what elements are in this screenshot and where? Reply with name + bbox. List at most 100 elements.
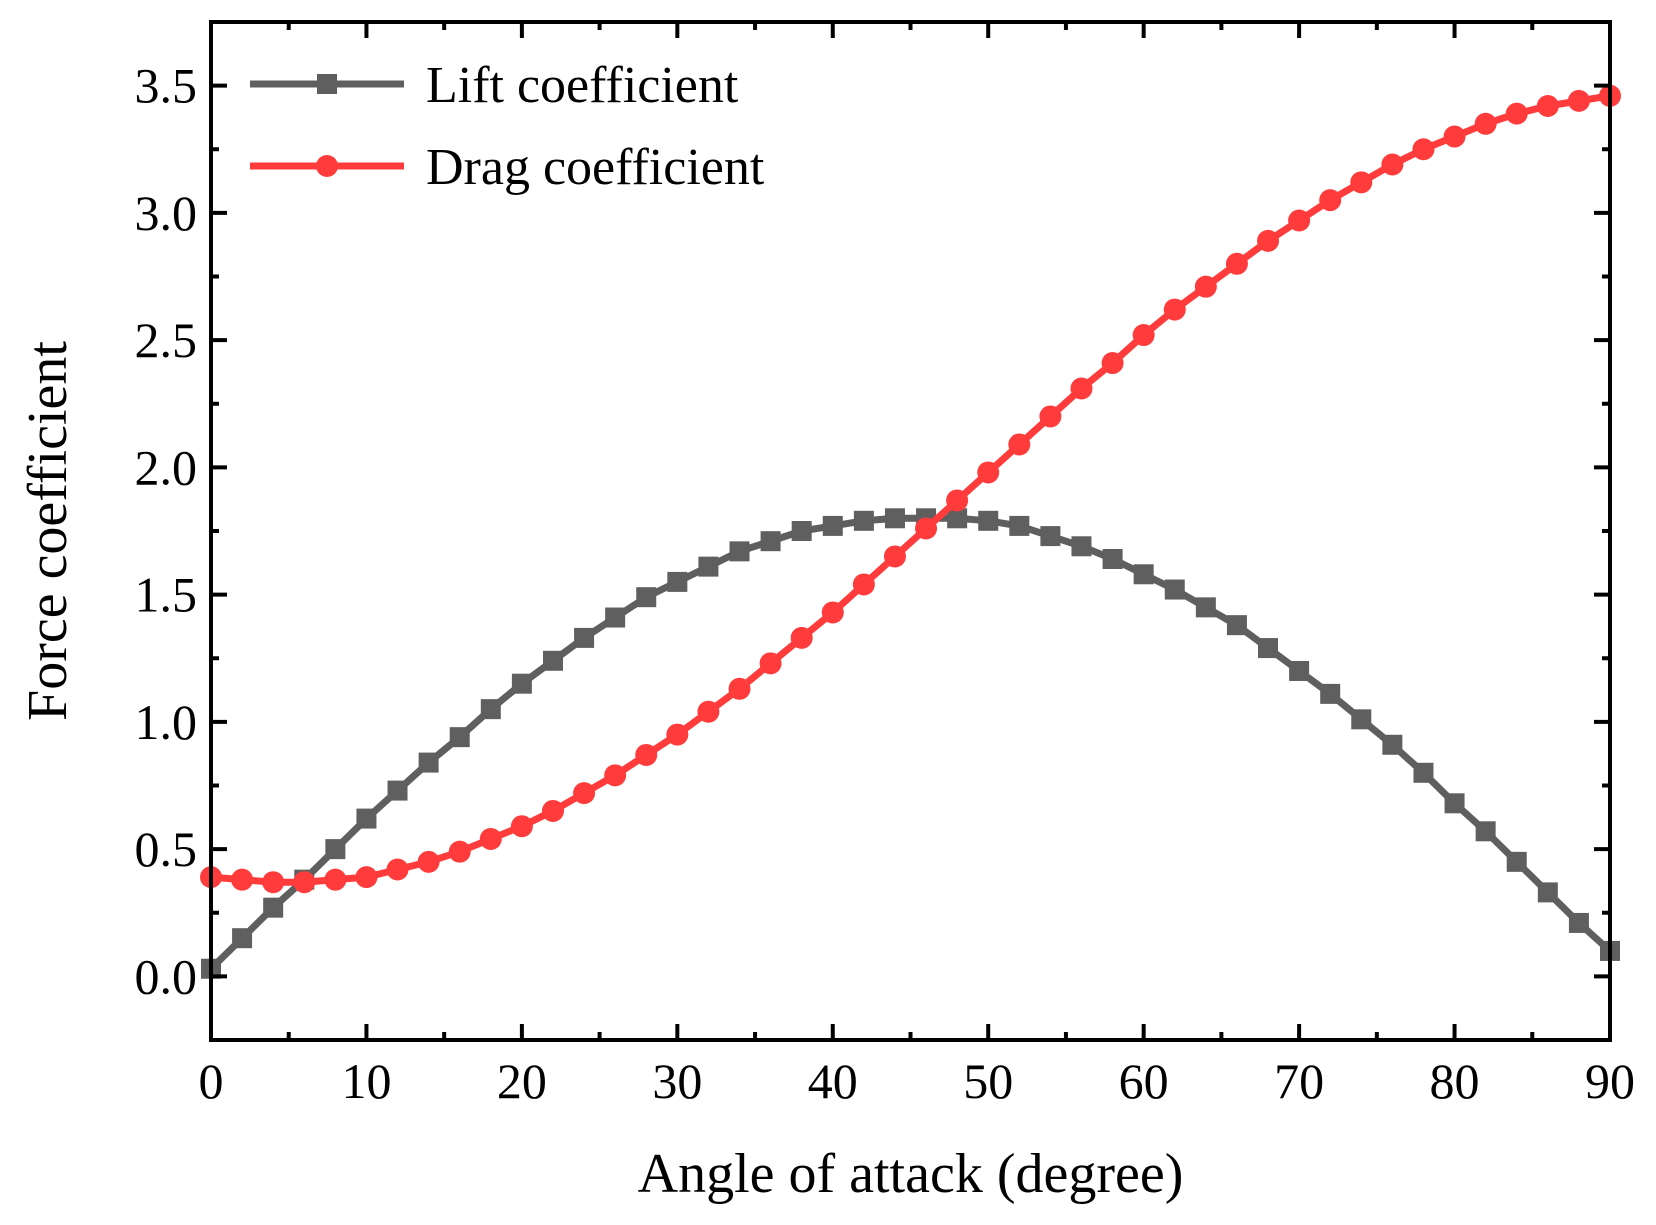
data-point bbox=[1443, 125, 1466, 148]
x-tick-label: 0 bbox=[199, 1053, 224, 1109]
data-point bbox=[263, 897, 284, 918]
data-point bbox=[417, 850, 440, 873]
data-point bbox=[542, 650, 563, 671]
data-point bbox=[1163, 298, 1186, 321]
data-point bbox=[635, 743, 658, 766]
ticks-layer: 0 10 20 30 40 50 60 70 80 90 0.0 0.5 1.0 1.5 2.0 2.5 3.0… bbox=[135, 22, 1635, 1109]
legend-entry-drag: Drag coefficient bbox=[250, 139, 765, 196]
data-point bbox=[1536, 94, 1559, 117]
x-tick-label: 10 bbox=[341, 1053, 391, 1109]
data-point bbox=[1039, 405, 1062, 428]
data-point bbox=[1413, 762, 1434, 783]
y-tick-label: 1.0 bbox=[135, 694, 198, 750]
data-point bbox=[852, 573, 875, 596]
x-tick-label: 90 bbox=[1585, 1053, 1635, 1109]
y-tick-label: 1.5 bbox=[135, 567, 198, 623]
data-point bbox=[1474, 112, 1497, 135]
data-point bbox=[1381, 153, 1404, 176]
x-tick-label: 50 bbox=[963, 1053, 1013, 1109]
data-point bbox=[853, 510, 874, 531]
data-point bbox=[729, 541, 750, 562]
data-point bbox=[1009, 515, 1030, 536]
data-point bbox=[1350, 171, 1373, 194]
data-point bbox=[1226, 615, 1247, 636]
data-point bbox=[1537, 882, 1558, 903]
data-point bbox=[573, 782, 596, 805]
data-point bbox=[1506, 851, 1527, 872]
data-point bbox=[947, 508, 968, 529]
data-point bbox=[1071, 536, 1092, 557]
data-point bbox=[1444, 793, 1465, 814]
data-point bbox=[1568, 912, 1589, 933]
data-point bbox=[1164, 579, 1185, 600]
data-point bbox=[946, 489, 969, 512]
data-point bbox=[541, 799, 564, 822]
data-point bbox=[915, 517, 938, 540]
data-point bbox=[356, 808, 377, 829]
data-point bbox=[1567, 89, 1590, 112]
data-point bbox=[1289, 660, 1310, 681]
legend: Lift coefficient Drag coefficient bbox=[250, 57, 765, 196]
data-point bbox=[821, 601, 844, 624]
x-tick-label: 30 bbox=[652, 1053, 702, 1109]
data-point bbox=[636, 587, 657, 608]
data-point bbox=[666, 723, 689, 746]
data-point bbox=[1475, 821, 1496, 842]
data-point bbox=[1008, 433, 1031, 456]
data-point bbox=[604, 764, 627, 787]
data-point bbox=[1412, 138, 1435, 161]
data-point bbox=[574, 627, 595, 648]
x-axis-title: Angle of attack (degree) bbox=[638, 1143, 1184, 1205]
data-point bbox=[605, 607, 626, 628]
y-tick-label: 0.0 bbox=[135, 948, 198, 1004]
data-point bbox=[324, 868, 347, 891]
data-point bbox=[387, 780, 408, 801]
data-point bbox=[822, 515, 843, 536]
data-point bbox=[1070, 377, 1093, 400]
data-point bbox=[1258, 638, 1279, 659]
legend-label: Lift coefficient bbox=[426, 57, 739, 114]
data-point bbox=[1288, 209, 1311, 232]
data-point bbox=[760, 531, 781, 552]
series-line bbox=[210, 92, 1611, 886]
y-tick-label: 2.5 bbox=[135, 312, 198, 368]
data-point bbox=[449, 727, 470, 748]
data-point bbox=[1195, 597, 1216, 618]
y-tick-label: 2.0 bbox=[135, 439, 198, 495]
data-point bbox=[697, 700, 720, 723]
plot-frame bbox=[209, 20, 1612, 1042]
data-point bbox=[977, 461, 1000, 484]
data-point bbox=[1382, 734, 1403, 755]
data-point bbox=[884, 508, 905, 529]
series-line bbox=[208, 514, 1613, 972]
data-point bbox=[728, 677, 751, 700]
data-point bbox=[325, 839, 346, 860]
y-tick-label: 0.5 bbox=[135, 821, 198, 877]
data-point bbox=[1133, 564, 1154, 585]
data-point bbox=[510, 815, 533, 838]
data-point bbox=[355, 866, 378, 889]
data-point bbox=[418, 752, 439, 773]
x-tick-label: 20 bbox=[497, 1053, 547, 1109]
data-point bbox=[978, 510, 999, 531]
x-tick-label: 40 bbox=[808, 1053, 858, 1109]
data-point bbox=[1505, 102, 1528, 125]
y-axis-title: Force coefficient bbox=[17, 341, 79, 721]
x-tick-label: 60 bbox=[1119, 1053, 1169, 1109]
data-point bbox=[667, 571, 688, 592]
data-point bbox=[1319, 189, 1342, 212]
data-point bbox=[1101, 352, 1124, 375]
data-point bbox=[759, 652, 782, 675]
data-point bbox=[883, 545, 906, 568]
data-point bbox=[293, 871, 316, 894]
data-point bbox=[1102, 548, 1123, 569]
legend-label: Drag coefficient bbox=[426, 139, 765, 196]
data-point bbox=[1132, 324, 1155, 347]
series-layer bbox=[200, 84, 1621, 979]
y-tick-label: 3.5 bbox=[135, 58, 198, 114]
x-tick-label: 70 bbox=[1274, 1053, 1324, 1109]
data-point bbox=[448, 840, 471, 863]
data-point bbox=[1225, 252, 1248, 275]
data-point bbox=[1257, 229, 1280, 252]
